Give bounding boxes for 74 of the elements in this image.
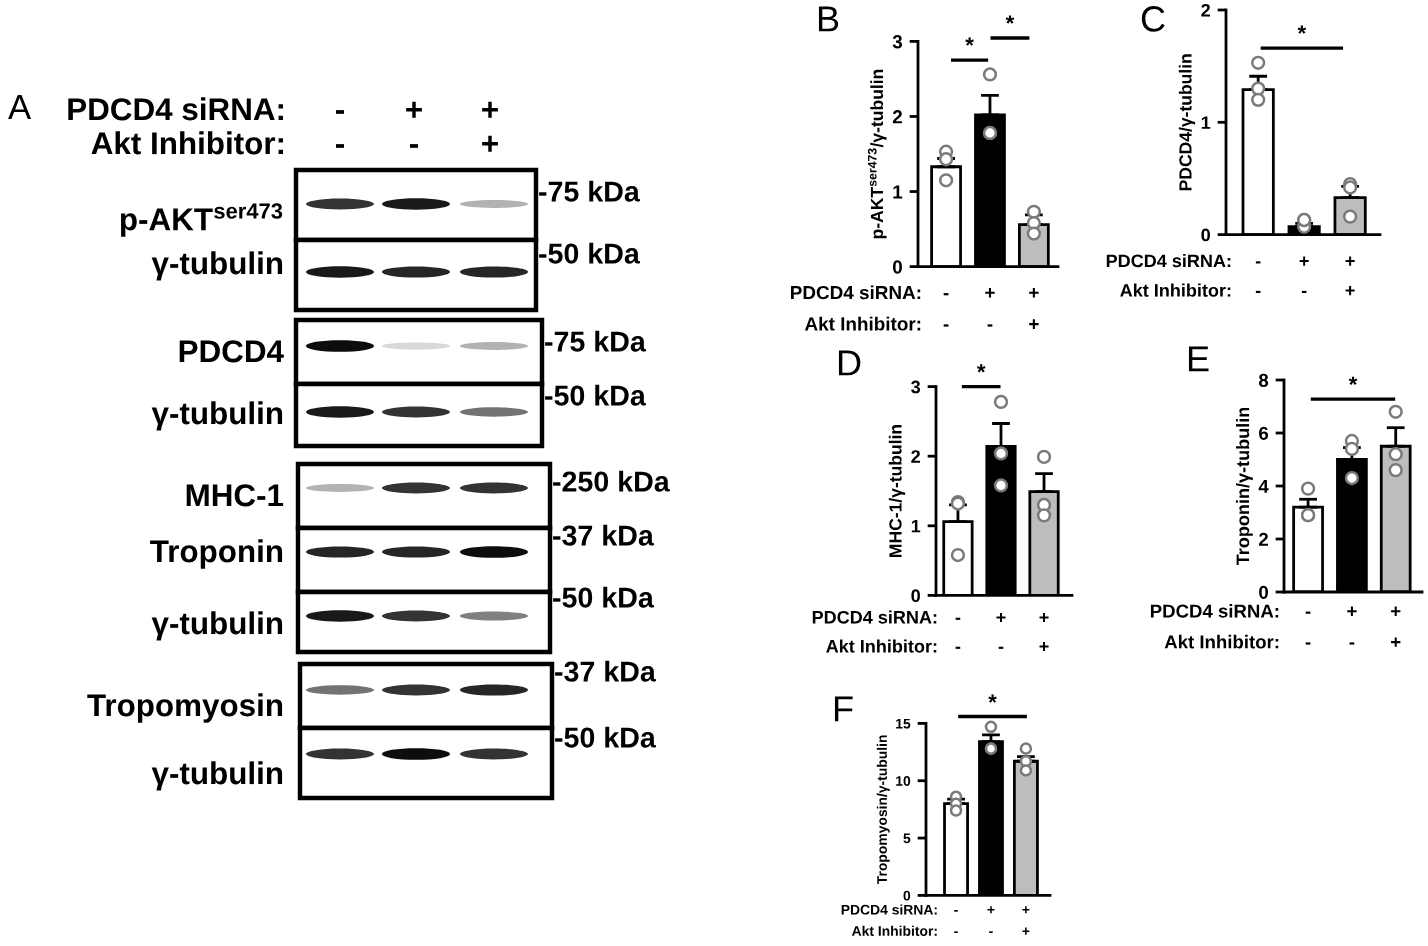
y-tick-label: 0: [1201, 228, 1210, 242]
category-label: + -: [1299, 256, 1309, 293]
annotation: *: [965, 37, 974, 46]
text: +: [406, 101, 422, 118]
text: +: [482, 135, 498, 152]
text: -75 kDa: [539, 180, 640, 202]
x-axis-title: PDCD4 siRNA: Akt Inhibitor:: [1106, 254, 1231, 297]
x-axis-title: PDCD4 siRNA: Akt Inhibitor:: [1150, 604, 1279, 649]
chart-title: B: [818, 6, 839, 32]
text: -50 kDa: [539, 242, 640, 264]
text: A: [8, 95, 32, 119]
text: PDCD4: [179, 340, 284, 363]
text: +: [482, 101, 498, 118]
annotation: *: [1297, 25, 1307, 34]
text: -: [410, 144, 418, 148]
y-tick-label: 1: [911, 519, 921, 533]
text: -50 kDa: [555, 726, 656, 748]
category-label: - -: [955, 617, 961, 649]
y-tick-label: 3: [892, 35, 903, 49]
text: -250 kDa: [553, 470, 670, 492]
text: PDCD4 siRNA:: [68, 97, 283, 121]
y-axis-title: p-AKT$^{ser473}$/γ-tubulin: [867, 69, 887, 239]
chart-title: D: [838, 350, 861, 376]
x-tick-label: + +: [1039, 612, 1049, 652]
text: -50 kDa: [545, 384, 646, 406]
text: -: [336, 110, 344, 114]
chart-title: E: [1188, 346, 1209, 372]
text: -37 kDa: [553, 524, 654, 546]
text: *: [976, 364, 986, 373]
chart-title: C: [1141, 6, 1165, 32]
text: -37 kDa: [555, 660, 656, 682]
x-tick-label: + +: [1391, 606, 1401, 647]
chart-title: F: [834, 696, 853, 722]
category-label: - -: [943, 293, 949, 327]
y-tick-label: 0: [911, 589, 920, 603]
text: Akt Inhibitor:: [91, 131, 283, 155]
y-tick-label: 2: [1259, 532, 1268, 546]
y-tick-label: 0: [892, 260, 902, 274]
x-tick-label: + +: [1345, 256, 1355, 296]
y-tick-label: 6: [1259, 426, 1269, 440]
text: *: [988, 694, 997, 703]
x-axis-title: PDCD4 siRNA: Akt Inhibitor:: [812, 610, 937, 653]
y-tick-label: 1: [1201, 116, 1211, 129]
text: -75 kDa: [545, 330, 646, 352]
text: Troponin: [150, 539, 283, 569]
y-tick-label: 2: [892, 110, 902, 124]
y-tick-label: 8: [1258, 373, 1269, 387]
x-axis-title: PDCD4 siRNA: Akt Inhibitor:: [791, 285, 921, 331]
category-label: + -: [985, 288, 995, 327]
text: Tropomyosin: [87, 693, 283, 723]
text: MHC-1: [186, 484, 284, 507]
category-label: - -: [1305, 611, 1311, 645]
text: γ-tubulin: [151, 611, 283, 641]
text: γ-tubulin: [151, 401, 283, 431]
category-label: - -: [1255, 261, 1261, 293]
text: -50 kDa: [553, 586, 654, 608]
text: *: [1005, 15, 1015, 24]
y-tick-label: 1: [893, 185, 903, 199]
y-axis-title: MHC-1/γ-tubulin: [888, 425, 906, 557]
y-axis-title: PDCD4/γ-tubulin: [1178, 54, 1196, 191]
text: -: [336, 144, 344, 148]
y-tick-label: 2: [911, 450, 920, 463]
y-tick-label: 2: [1201, 3, 1210, 17]
y-tick-label: 4: [1258, 479, 1269, 493]
category-label: + -: [996, 612, 1006, 649]
annotation: *: [1348, 376, 1358, 385]
text: p-AKT$^{ser473}$: [120, 203, 283, 237]
text: γ-tubulin: [151, 761, 283, 791]
x-tick-label: + +: [1029, 288, 1039, 329]
y-tick-label: 0: [1259, 585, 1268, 599]
category-label: + -: [1347, 606, 1357, 645]
y-axis-title: Troponin/γ-tubulin: [1235, 407, 1253, 566]
y-tick-label: 3: [911, 380, 921, 394]
text: γ-tubulin: [151, 251, 283, 281]
